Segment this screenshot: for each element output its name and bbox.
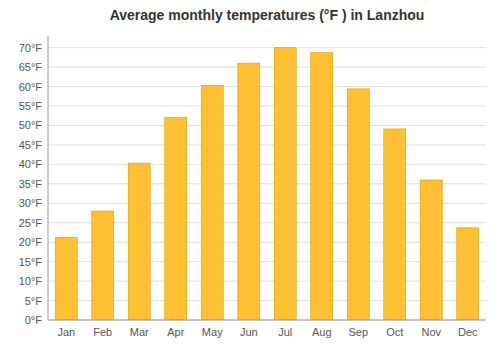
y-tick-label: 55°F [19, 100, 43, 112]
bar [92, 211, 114, 320]
y-tick-label: 40°F [19, 158, 43, 170]
bar [457, 228, 479, 320]
chart-container: Average monthly temperatures (°F ) in La… [0, 0, 500, 350]
y-tick-label: 70°F [19, 42, 43, 54]
bar [201, 85, 223, 320]
bar [274, 48, 296, 320]
x-tick-label: Dec [458, 326, 478, 338]
bar [384, 129, 406, 320]
grid [48, 48, 486, 320]
y-axis-line [48, 36, 49, 320]
grid-line [48, 144, 486, 145]
y-tick-label: 5°F [25, 295, 43, 307]
bar [238, 63, 260, 320]
x-tick-label: Oct [386, 326, 403, 338]
x-tick-label: Jul [278, 326, 292, 338]
y-tick-label: 10°F [19, 275, 43, 287]
bars [55, 48, 478, 320]
bar [420, 180, 442, 320]
x-tick-label: Jun [240, 326, 258, 338]
bar [128, 163, 150, 320]
grid-line [48, 67, 486, 68]
x-tick-label: Mar [130, 326, 149, 338]
y-tick-label: 0°F [25, 314, 43, 326]
chart: Average monthly temperatures (°F ) in La… [0, 0, 500, 350]
bar [165, 118, 187, 320]
x-tick-label: May [202, 326, 223, 338]
bar [311, 53, 333, 320]
x-tick-label: Feb [93, 326, 112, 338]
y-tick-label: 50°F [19, 119, 43, 131]
y-tick-label: 30°F [19, 197, 43, 209]
x-tick-label: Jan [57, 326, 75, 338]
y-tick-label: 45°F [19, 139, 43, 151]
bar [347, 89, 369, 320]
y-tick-label: 60°F [19, 81, 43, 93]
grid-line [48, 320, 486, 321]
x-tick-label: Apr [167, 326, 184, 338]
y-tick-label: 35°F [19, 178, 43, 190]
bar [55, 238, 77, 320]
title: Average monthly temperatures (°F ) in La… [110, 7, 425, 23]
x-tick-label: Aug [312, 326, 332, 338]
grid-line [48, 106, 486, 107]
y-tick-label: 65°F [19, 61, 43, 73]
x-tick-label: Sep [348, 326, 368, 338]
x-axis-line [48, 320, 486, 321]
y-tick-label: 20°F [19, 236, 43, 248]
x-tick-label: Nov [421, 326, 441, 338]
y-tick-label: 15°F [19, 256, 43, 268]
grid-line [48, 164, 486, 165]
grid-line [48, 125, 486, 126]
y-tick-label: 25°F [19, 217, 43, 229]
grid-line [48, 47, 486, 48]
grid-line [48, 86, 486, 87]
